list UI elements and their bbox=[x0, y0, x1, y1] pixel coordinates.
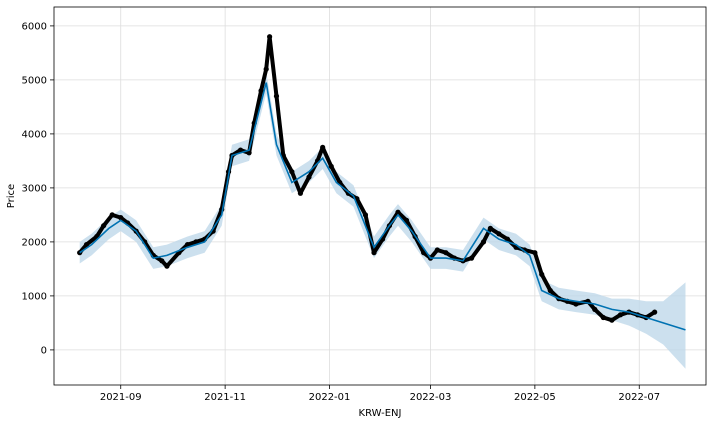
x-tick-label: 2021-09 bbox=[100, 392, 142, 403]
x-tick-label: 2022-01 bbox=[309, 392, 351, 403]
uncertainty-band-layer bbox=[79, 71, 686, 369]
y-tick-label: 5000 bbox=[22, 75, 47, 86]
x-tick-label: 2022-07 bbox=[618, 392, 660, 403]
forecast-line-layer bbox=[79, 82, 686, 331]
y-tick-label: 3000 bbox=[22, 183, 47, 194]
observed-series-trace bbox=[78, 34, 656, 323]
forecast-line bbox=[79, 82, 686, 331]
x-tick-label: 2021-11 bbox=[204, 392, 246, 403]
y-tick-label: 2000 bbox=[22, 237, 47, 248]
y-tick-label: 0 bbox=[41, 345, 47, 356]
x-tick-label: 2022-03 bbox=[410, 392, 452, 403]
y-tick-label: 6000 bbox=[22, 21, 47, 32]
tick-layer: 2021-09 2021-11 2022-01 2022-03 2022-05 2022-… bbox=[22, 21, 661, 403]
x-tick-label: 2022-05 bbox=[514, 392, 556, 403]
grid-lines bbox=[54, 7, 706, 385]
x-axis-label: KRW-ENJ bbox=[359, 408, 402, 419]
y-axis-label: Price bbox=[6, 184, 17, 208]
plot-frame bbox=[53, 6, 707, 386]
uncertainty-band bbox=[79, 71, 686, 369]
y-tick-label: 4000 bbox=[22, 129, 47, 140]
observed-points-layer bbox=[77, 34, 658, 323]
y-tick-label: 1000 bbox=[22, 291, 47, 302]
